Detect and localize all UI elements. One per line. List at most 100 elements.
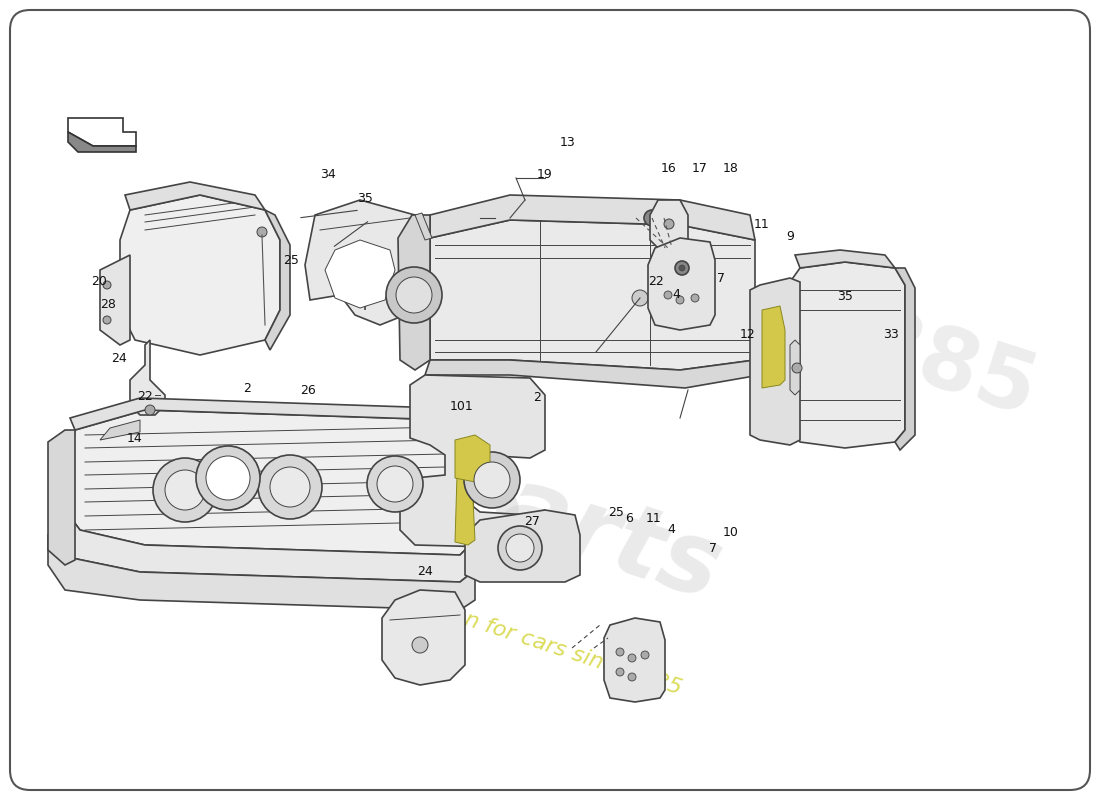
Circle shape [616, 648, 624, 656]
Polygon shape [130, 340, 165, 415]
Text: 7: 7 [716, 272, 725, 285]
Text: 26: 26 [300, 384, 316, 397]
Circle shape [377, 466, 412, 502]
Text: 27: 27 [525, 515, 540, 528]
Polygon shape [398, 215, 430, 370]
Polygon shape [125, 182, 265, 210]
FancyBboxPatch shape [10, 10, 1090, 790]
Text: 16: 16 [661, 162, 676, 174]
Circle shape [664, 219, 674, 229]
Polygon shape [265, 210, 290, 350]
Polygon shape [895, 268, 915, 450]
Text: 34: 34 [320, 168, 336, 181]
Polygon shape [70, 398, 450, 430]
Text: 101: 101 [450, 400, 474, 413]
Circle shape [270, 467, 310, 507]
Text: 2: 2 [243, 382, 252, 394]
Circle shape [464, 452, 520, 508]
Text: 18: 18 [723, 162, 738, 174]
Polygon shape [382, 590, 465, 685]
Circle shape [644, 210, 660, 226]
Circle shape [103, 281, 111, 289]
Circle shape [628, 673, 636, 681]
Circle shape [165, 470, 205, 510]
Polygon shape [465, 510, 580, 582]
Text: 6: 6 [625, 512, 634, 525]
Polygon shape [790, 340, 800, 395]
Text: 12: 12 [740, 328, 756, 341]
Text: 25: 25 [608, 506, 624, 518]
Text: 28: 28 [100, 298, 116, 310]
Text: 10: 10 [723, 526, 738, 538]
Circle shape [641, 651, 649, 659]
Text: euro: euro [202, 376, 538, 584]
Polygon shape [425, 360, 760, 388]
Text: 7: 7 [708, 542, 717, 554]
Polygon shape [400, 375, 544, 548]
Polygon shape [648, 238, 715, 330]
Polygon shape [58, 510, 475, 582]
Circle shape [412, 637, 428, 653]
Text: 14: 14 [126, 432, 142, 445]
Polygon shape [100, 420, 140, 440]
Text: 9: 9 [785, 230, 794, 242]
Text: 24: 24 [417, 565, 432, 578]
Text: 19: 19 [537, 168, 552, 181]
Polygon shape [48, 430, 75, 565]
Polygon shape [100, 255, 130, 345]
Circle shape [386, 267, 442, 323]
Circle shape [691, 294, 698, 302]
Text: 13: 13 [560, 136, 575, 149]
Circle shape [498, 526, 542, 570]
Polygon shape [120, 195, 280, 355]
Circle shape [206, 456, 250, 500]
Polygon shape [795, 250, 895, 268]
Polygon shape [65, 410, 475, 555]
Text: 4: 4 [667, 523, 675, 536]
Circle shape [664, 291, 672, 299]
Text: 35: 35 [837, 290, 852, 302]
Polygon shape [790, 262, 905, 448]
Text: 24: 24 [111, 352, 126, 365]
Text: 20: 20 [91, 275, 107, 288]
Polygon shape [48, 510, 475, 610]
Text: 11: 11 [646, 512, 661, 525]
Polygon shape [430, 220, 755, 370]
Text: 4: 4 [672, 288, 681, 301]
Polygon shape [455, 440, 475, 545]
Text: 22: 22 [648, 275, 663, 288]
Text: a passion for cars since1885: a passion for cars since1885 [375, 582, 684, 698]
Text: 2: 2 [532, 391, 541, 404]
Text: Parts: Parts [427, 439, 734, 621]
Polygon shape [68, 132, 136, 152]
Circle shape [506, 534, 534, 562]
Polygon shape [750, 278, 800, 445]
Polygon shape [430, 195, 755, 240]
Text: 1885: 1885 [793, 283, 1047, 437]
Circle shape [103, 316, 111, 324]
Circle shape [257, 227, 267, 237]
Circle shape [632, 290, 648, 306]
Circle shape [628, 654, 636, 662]
Text: 33: 33 [883, 328, 899, 341]
Circle shape [616, 668, 624, 676]
Polygon shape [324, 240, 395, 308]
Circle shape [396, 277, 432, 313]
Circle shape [792, 363, 802, 373]
Polygon shape [455, 435, 490, 482]
Text: 11: 11 [754, 218, 769, 230]
Circle shape [145, 405, 155, 415]
Text: 22: 22 [138, 390, 153, 402]
Polygon shape [762, 306, 785, 388]
Polygon shape [604, 618, 666, 702]
Circle shape [675, 261, 689, 275]
Text: 35: 35 [358, 192, 373, 205]
Text: 17: 17 [692, 162, 707, 174]
Polygon shape [415, 213, 432, 240]
Circle shape [153, 458, 217, 522]
Circle shape [676, 296, 684, 304]
Circle shape [258, 455, 322, 519]
Circle shape [474, 462, 510, 498]
Text: 25: 25 [284, 254, 299, 266]
Circle shape [679, 265, 685, 271]
